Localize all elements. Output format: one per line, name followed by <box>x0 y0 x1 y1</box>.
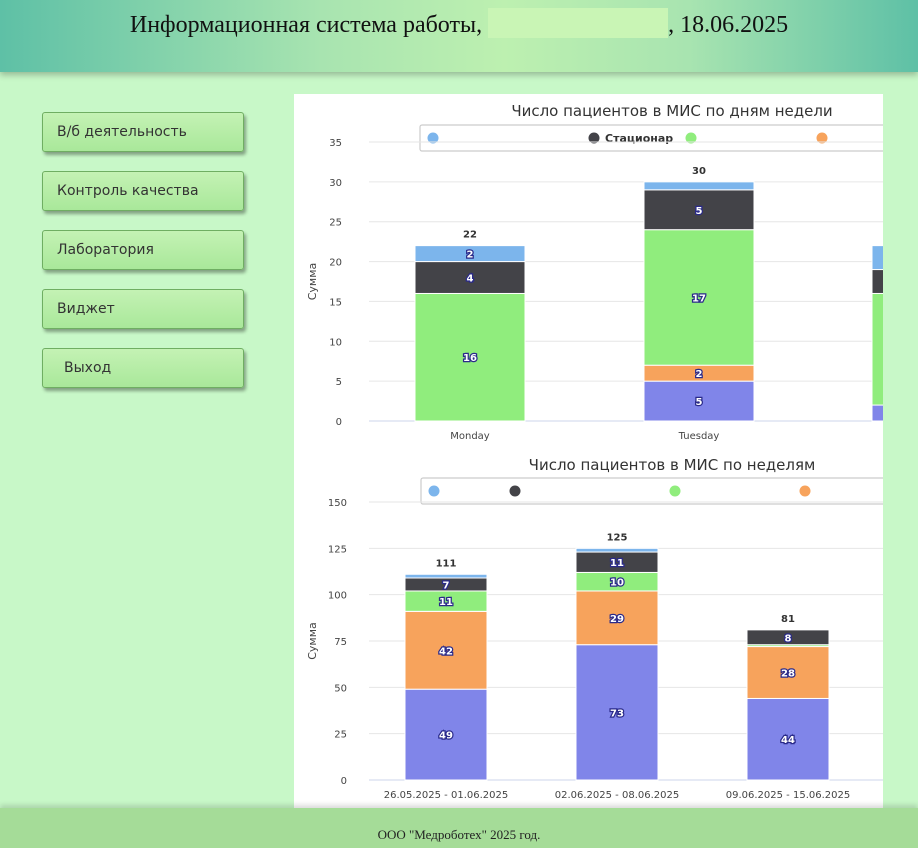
chart-title: Число пациентов в МИС по дням недели <box>511 102 832 120</box>
bar-value-label: 5 <box>696 397 703 408</box>
bar-total-label: 125 <box>607 532 628 543</box>
sidebar: В/б деятельность Контроль качества Лабор… <box>42 112 244 407</box>
footer: ООО "Медроботех" 2025 год. <box>0 808 918 848</box>
organization-name-redacted <box>488 8 669 39</box>
bar-segment <box>746 697 830 781</box>
bar-segment <box>404 688 488 781</box>
bar-value-label: 42 <box>439 646 453 657</box>
title-prefix: Информационная система работы, <box>129 12 483 38</box>
bar-segment <box>871 292 883 406</box>
legend-marker <box>428 485 440 497</box>
bar-value-label: 11 <box>610 558 624 569</box>
nav-button-laboratory[interactable]: Лаборатория <box>42 230 244 270</box>
bar-total-label: 22 <box>463 230 477 241</box>
y-tick-label: 50 <box>334 683 347 694</box>
bar-value-label: 29 <box>610 614 624 625</box>
header-bar: Информационная система работы, , 18.06.2… <box>0 0 918 72</box>
y-tick-label: 5 <box>336 377 342 388</box>
legend-marker <box>685 132 697 144</box>
legend-marker <box>427 132 439 144</box>
charts-panel: Число пациентов в МИС по дням недели Стац… <box>294 94 883 810</box>
bar-segment <box>643 229 755 366</box>
bar-value-label: 5 <box>696 206 703 217</box>
chart-title: Число пациентов в МИС по неделям <box>529 456 816 474</box>
bar-value-label: 49 <box>439 731 453 742</box>
y-tick-label: 100 <box>328 591 347 602</box>
bar-value-label: 8 <box>785 633 792 644</box>
chart-by-weekday: Число пациентов в МИС по дням недели Стац… <box>306 102 883 442</box>
bar-value-label: 4 <box>467 274 474 285</box>
legend-marker <box>669 485 681 497</box>
bar-value-label: 73 <box>610 708 624 719</box>
bar-segment <box>404 610 488 690</box>
y-tick-label: 25 <box>329 218 342 229</box>
bar-value-label: 17 <box>692 293 706 304</box>
chart-legend-box <box>420 477 883 505</box>
nav-button-vb-activity[interactable]: В/б деятельность <box>42 112 244 152</box>
bar-segment <box>643 380 755 422</box>
legend-marker <box>799 485 811 497</box>
y-tick-label: 30 <box>329 178 342 189</box>
bar-value-label: 7 <box>443 580 450 591</box>
y-tick-label: 20 <box>329 258 342 269</box>
legend-marker <box>816 132 828 144</box>
bar-segment <box>746 629 830 646</box>
chart-by-week: Число пациентов в МИС по неделям 0 25 50 75 1… <box>306 456 883 801</box>
page-title: Информационная система работы, , 18.06.2… <box>0 8 918 39</box>
x-category-label: 26.05.2025 - 01.06.2025 <box>384 790 508 801</box>
x-category-label: Tuesday <box>678 431 720 442</box>
y-tick-label: 0 <box>341 776 347 787</box>
bar-value-label: 44 <box>781 735 795 746</box>
bar-value-label: 11 <box>439 597 453 608</box>
y-tick-label: 15 <box>329 297 342 308</box>
x-category-label: 02.06.2025 - 08.06.2025 <box>555 790 679 801</box>
legend-marker <box>588 132 600 144</box>
y-tick-label: 25 <box>334 730 347 741</box>
bar-total-label: 81 <box>781 614 795 625</box>
bar-segment <box>414 245 526 263</box>
footer-text: ООО "Медроботех" 2025 год. <box>377 827 541 842</box>
y-tick-label: 35 <box>329 138 342 149</box>
nav-button-quality-control[interactable]: Контроль качества <box>42 171 244 211</box>
bar-segment <box>575 547 659 553</box>
bar-value-label: 2 <box>696 369 703 380</box>
bar-segment <box>871 245 883 271</box>
y-tick-label: 150 <box>328 498 347 509</box>
chart-legend-box <box>419 124 883 152</box>
legend-label: Стационар <box>605 132 673 145</box>
bar-segment <box>414 261 526 294</box>
bar-segment <box>404 573 488 579</box>
nav-button-exit[interactable]: Выход <box>42 348 244 388</box>
y-tick-label: 0 <box>336 417 342 428</box>
y-tick-label: 125 <box>328 544 347 555</box>
bar-segment <box>414 292 526 422</box>
legend-marker <box>509 485 521 497</box>
bar-segment <box>871 404 883 422</box>
bar-value-label: 10 <box>610 578 624 589</box>
bar-segment <box>871 269 883 294</box>
bar-value-label: 28 <box>781 669 795 680</box>
y-axis-title: Сумма <box>306 263 319 301</box>
title-suffix: , 18.06.2025 <box>668 12 789 38</box>
bar-value-label: 2 <box>467 250 474 261</box>
y-tick-label: 10 <box>329 337 342 348</box>
y-tick-label: 75 <box>334 637 347 648</box>
bar-total-label: 30 <box>692 166 706 177</box>
x-category-label: 09.06.2025 - 15.06.2025 <box>726 790 850 801</box>
bar-segment <box>643 189 755 231</box>
y-axis-title: Сумма <box>306 622 319 660</box>
bar-total-label: 111 <box>436 558 457 569</box>
bar-segment <box>575 644 659 781</box>
bar-segment <box>643 181 755 191</box>
bar-segment <box>746 646 830 699</box>
bar-value-label: 16 <box>463 353 477 364</box>
x-category-label: Monday <box>450 431 490 442</box>
nav-button-widget[interactable]: Виджет <box>42 289 244 329</box>
